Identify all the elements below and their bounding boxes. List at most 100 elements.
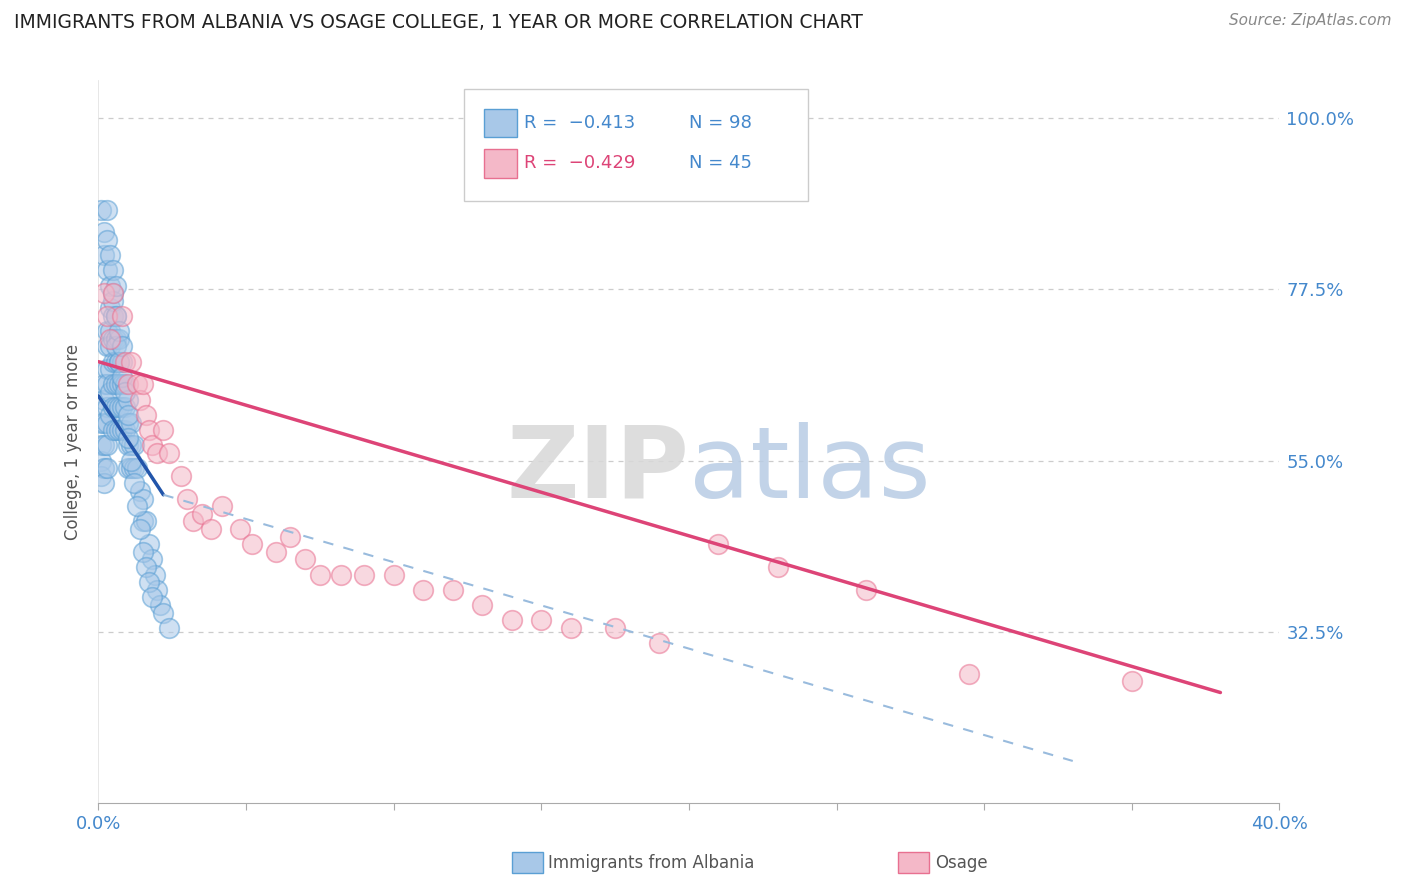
Point — [605, 621, 627, 635]
Point — [93, 392, 115, 407]
Point — [125, 499, 148, 513]
Point — [211, 499, 233, 513]
Point — [98, 248, 121, 262]
Point — [93, 461, 115, 475]
Point — [382, 567, 405, 582]
Point — [120, 453, 142, 467]
Point — [141, 591, 163, 605]
Point — [117, 416, 139, 430]
Point — [530, 613, 553, 627]
Point — [105, 423, 128, 437]
Point — [122, 476, 145, 491]
Point — [181, 515, 204, 529]
Point — [98, 408, 121, 422]
Point — [135, 560, 157, 574]
Text: Immigrants from Albania: Immigrants from Albania — [548, 854, 755, 871]
Point — [93, 416, 115, 430]
Point — [90, 453, 112, 467]
Point — [96, 202, 118, 217]
Point — [98, 362, 121, 376]
Point — [135, 408, 157, 422]
Point — [157, 621, 180, 635]
Point — [103, 263, 125, 277]
Point — [108, 377, 131, 392]
Point — [103, 423, 125, 437]
Point — [96, 309, 118, 323]
Point — [93, 286, 115, 301]
Point — [98, 301, 121, 316]
Text: R =  −0.429: R = −0.429 — [524, 154, 636, 172]
Point — [111, 423, 134, 437]
Point — [152, 606, 174, 620]
Point — [108, 423, 131, 437]
Point — [441, 582, 464, 597]
Point — [560, 621, 582, 635]
Point — [98, 385, 121, 400]
Point — [114, 377, 136, 392]
Point — [200, 522, 222, 536]
Point — [90, 416, 112, 430]
Point — [280, 530, 302, 544]
Point — [176, 491, 198, 506]
Point — [294, 552, 316, 566]
Point — [103, 377, 125, 392]
Point — [120, 354, 142, 368]
Point — [98, 278, 121, 293]
Point — [105, 309, 128, 323]
Point — [96, 339, 118, 353]
Point — [132, 491, 155, 506]
Point — [132, 515, 155, 529]
Text: R =  −0.413: R = −0.413 — [524, 114, 636, 132]
Point — [128, 483, 150, 498]
Point — [108, 354, 131, 368]
Point — [152, 423, 174, 437]
Point — [114, 385, 136, 400]
Point — [707, 537, 730, 551]
Point — [141, 552, 163, 566]
Point — [135, 515, 157, 529]
Point — [117, 431, 139, 445]
Point — [93, 476, 115, 491]
Text: atlas: atlas — [689, 422, 931, 519]
Point — [855, 582, 877, 597]
Point — [120, 438, 142, 452]
Point — [120, 461, 142, 475]
Y-axis label: College, 1 year or more: College, 1 year or more — [65, 343, 83, 540]
Point — [959, 666, 981, 681]
Point — [149, 598, 172, 612]
Point — [93, 438, 115, 452]
Point — [108, 354, 131, 368]
Point — [93, 226, 115, 240]
Point — [105, 332, 128, 346]
Point — [103, 354, 125, 368]
Point — [125, 377, 148, 392]
Point — [157, 446, 180, 460]
Point — [114, 401, 136, 415]
Point — [103, 401, 125, 415]
Point — [240, 537, 263, 551]
Point — [111, 309, 134, 323]
Point — [146, 582, 169, 597]
Point — [111, 339, 134, 353]
Point — [105, 377, 128, 392]
Point — [128, 522, 150, 536]
Point — [117, 461, 139, 475]
Text: Osage: Osage — [935, 854, 987, 871]
Point — [117, 377, 139, 392]
Point — [96, 461, 118, 475]
Point — [105, 278, 128, 293]
Point — [98, 339, 121, 353]
Text: ZIP: ZIP — [506, 422, 689, 519]
Point — [501, 613, 523, 627]
Point — [648, 636, 671, 650]
Point — [117, 438, 139, 452]
Point — [93, 377, 115, 392]
Point — [105, 339, 128, 353]
Point — [103, 293, 125, 308]
Text: IMMIGRANTS FROM ALBANIA VS OSAGE COLLEGE, 1 YEAR OR MORE CORRELATION CHART: IMMIGRANTS FROM ALBANIA VS OSAGE COLLEGE… — [14, 13, 863, 32]
Point — [96, 416, 118, 430]
Point — [1121, 674, 1143, 689]
Point — [766, 560, 789, 574]
Text: N = 98: N = 98 — [689, 114, 752, 132]
Point — [105, 309, 128, 323]
